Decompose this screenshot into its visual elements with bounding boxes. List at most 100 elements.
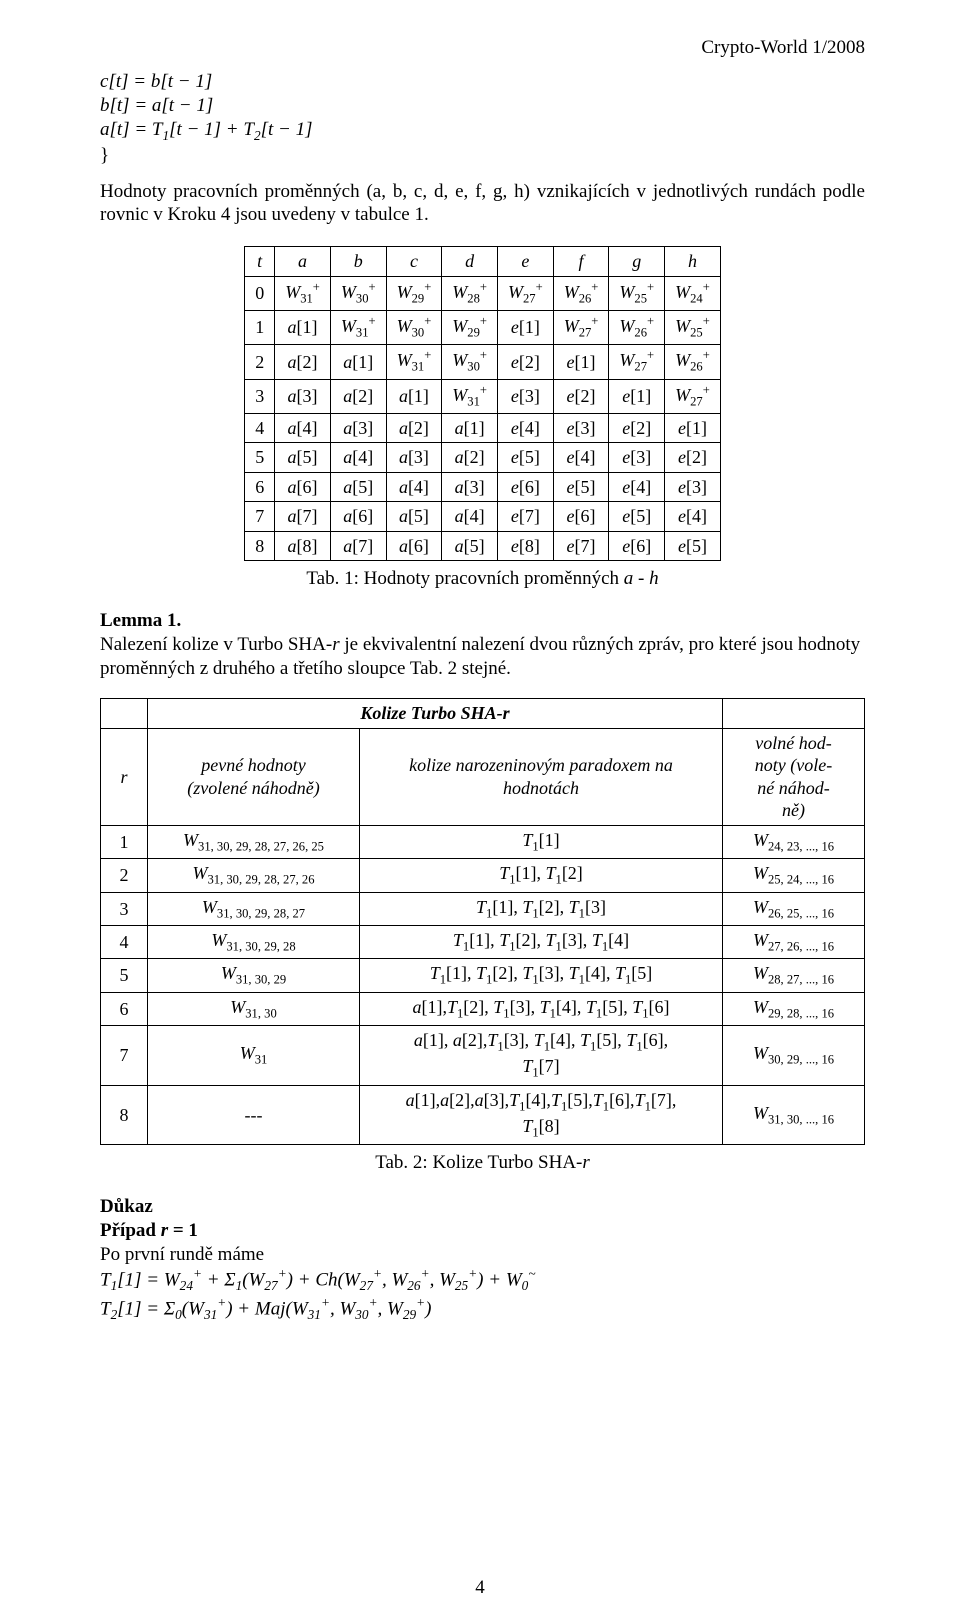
table-cell: T1[1], T1[2] <box>360 859 723 892</box>
table-cell: 6 <box>101 992 148 1025</box>
table-cell: W26+ <box>665 345 721 379</box>
table-2-title: Kolize Turbo SHA-r <box>148 699 723 729</box>
table-1-header: d <box>442 247 498 277</box>
table-cell: 1 <box>101 825 148 858</box>
table-2-col-fixed: pevné hodnoty(zvolené náhodně) <box>148 728 360 825</box>
table-row: 5W31, 30, 29T1[1], T1[2], T1[3], T1[4], … <box>101 959 865 992</box>
table-cell: e[5] <box>665 531 721 561</box>
table-cell: W25+ <box>665 310 721 344</box>
table-1-header: h <box>665 247 721 277</box>
table-cell: W30, 29, ..., 16 <box>723 1025 865 1085</box>
table-cell: e[1] <box>609 379 665 413</box>
page: Crypto-World 1/2008 c[t] = b[t − 1] b[t]… <box>0 0 960 1620</box>
table-cell: e[1] <box>498 310 554 344</box>
table-cell: a[3] <box>442 472 498 502</box>
table-1-header: g <box>609 247 665 277</box>
table-cell: W27, 26, ..., 16 <box>723 925 865 958</box>
table-cell: a[8] <box>275 531 331 561</box>
table-cell: e[8] <box>498 531 554 561</box>
table-cell: 7 <box>101 1025 148 1085</box>
table-2-col-r: r <box>101 728 148 825</box>
table-cell: e[3] <box>553 413 609 443</box>
lemma-title: Lemma 1. <box>100 609 865 633</box>
header-journal: Crypto-World 1/2008 <box>701 36 865 60</box>
table-cell: a[2] <box>386 413 442 443</box>
table-cell: W27+ <box>665 379 721 413</box>
table-cell: a[2] <box>442 443 498 473</box>
table-cell: 4 <box>101 925 148 958</box>
table-2-col-free: volné hod-noty (vole-né náhod-ně) <box>723 728 865 825</box>
table-cell: W26+ <box>553 276 609 310</box>
table-cell: W29+ <box>386 276 442 310</box>
table-1-header: b <box>330 247 386 277</box>
table-cell: a[3] <box>275 379 331 413</box>
table-cell: e[1] <box>665 413 721 443</box>
table-cell: W31, 30, 29, 28, 27, 26 <box>148 859 360 892</box>
table-1-header: f <box>553 247 609 277</box>
table-row: 4a[4]a[3]a[2]a[1]e[4]e[3]e[2]e[1] <box>245 413 721 443</box>
table-cell: W31, 30, 29, 28 <box>148 925 360 958</box>
table-cell: a[5] <box>275 443 331 473</box>
table-row: 0W31+W30+W29+W28+W27+W26+W25+W24+ <box>245 276 721 310</box>
table-cell: e[6] <box>609 531 665 561</box>
table-2: Kolize Turbo SHA-r rpevné hodnoty(zvolen… <box>100 698 865 1145</box>
table-row: 7a[7]a[6]a[5]a[4]e[7]e[6]e[5]e[4] <box>245 502 721 532</box>
table-row: 6a[6]a[5]a[4]a[3]e[6]e[5]e[4]e[3] <box>245 472 721 502</box>
lemma-text: Nalezení kolize v Turbo SHA-r je ekvival… <box>100 633 865 681</box>
table-cell: a[1],T1[2], T1[3], T1[4], T1[5], T1[6] <box>360 992 723 1025</box>
table-cell: T1[1], T1[2], T1[3], T1[4], T1[5] <box>360 959 723 992</box>
table-cell: 7 <box>245 502 275 532</box>
eq-line-1: c[t] = b[t − 1] <box>100 70 865 94</box>
table-row: 3a[3]a[2]a[1]W31+e[3]e[2]e[1]W27+ <box>245 379 721 413</box>
table-cell: a[1],a[2],a[3],T1[4],T1[5],T1[6],T1[7],T… <box>360 1085 723 1145</box>
table-row: 2a[2]a[1]W31+W30+e[2]e[1]W27+W26+ <box>245 345 721 379</box>
eq-line-3: a[t] = T1[t − 1] + T2[t − 1] <box>100 118 865 144</box>
table-cell: e[4] <box>498 413 554 443</box>
table-cell: a[2] <box>330 379 386 413</box>
table-row: 6W31, 30a[1],T1[2], T1[3], T1[4], T1[5],… <box>101 992 865 1025</box>
table-cell: a[1] <box>386 379 442 413</box>
table-cell: W28, 27, ..., 16 <box>723 959 865 992</box>
table-cell: W24+ <box>665 276 721 310</box>
table-cell: W26+ <box>609 310 665 344</box>
proof-title: Důkaz <box>100 1195 865 1219</box>
table-row: 1W31, 30, 29, 28, 27, 26, 25T1[1]W24, 23… <box>101 825 865 858</box>
table-cell: W31+ <box>442 379 498 413</box>
table-row: 5a[5]a[4]a[3]a[2]e[5]e[4]e[3]e[2] <box>245 443 721 473</box>
table-cell: W29+ <box>442 310 498 344</box>
table-cell: W30+ <box>330 276 386 310</box>
proof-block: Důkaz Případ r = 1 Po první rundě máme T… <box>100 1195 865 1324</box>
table-cell: e[2] <box>498 345 554 379</box>
table-cell: 2 <box>101 859 148 892</box>
table-cell: a[6] <box>386 531 442 561</box>
table-cell: e[3] <box>665 472 721 502</box>
lemma-block: Lemma 1. Nalezení kolize v Turbo SHA-r j… <box>100 609 865 680</box>
table-row: 3W31, 30, 29, 28, 27T1[1], T1[2], T1[3]W… <box>101 892 865 925</box>
equation-block: c[t] = b[t − 1] b[t] = a[t − 1] a[t] = T… <box>100 70 865 168</box>
table-row: 1a[1]W31+W30+W29+e[1]W27+W26+W25+ <box>245 310 721 344</box>
table-cell: W26, 25, ..., 16 <box>723 892 865 925</box>
table-1-header: c <box>386 247 442 277</box>
table-row: 7W31a[1], a[2],T1[3], T1[4], T1[5], T1[6… <box>101 1025 865 1085</box>
table-cell: e[5] <box>553 472 609 502</box>
table-cell: a[6] <box>275 472 331 502</box>
eq-brace: } <box>100 144 865 168</box>
paragraph-1: Hodnoty pracovních proměnných (a, b, c, … <box>100 180 865 228</box>
table-cell: e[7] <box>498 502 554 532</box>
table-cell: 3 <box>101 892 148 925</box>
table-cell: a[2] <box>275 345 331 379</box>
table-cell: W25, 24, ..., 16 <box>723 859 865 892</box>
table-cell: e[6] <box>498 472 554 502</box>
table-cell: T1[1] <box>360 825 723 858</box>
table-cell: e[4] <box>553 443 609 473</box>
table-cell: e[6] <box>553 502 609 532</box>
table-cell: a[4] <box>330 443 386 473</box>
table-cell: 3 <box>245 379 275 413</box>
table-cell: W31+ <box>386 345 442 379</box>
table-cell: W27+ <box>553 310 609 344</box>
page-number: 4 <box>0 1576 960 1600</box>
table-cell: a[5] <box>330 472 386 502</box>
table-1-caption: Tab. 1: Hodnoty pracovních proměnných a … <box>100 567 865 591</box>
table-row: 4W31, 30, 29, 28T1[1], T1[2], T1[3], T1[… <box>101 925 865 958</box>
table-cell: 4 <box>245 413 275 443</box>
